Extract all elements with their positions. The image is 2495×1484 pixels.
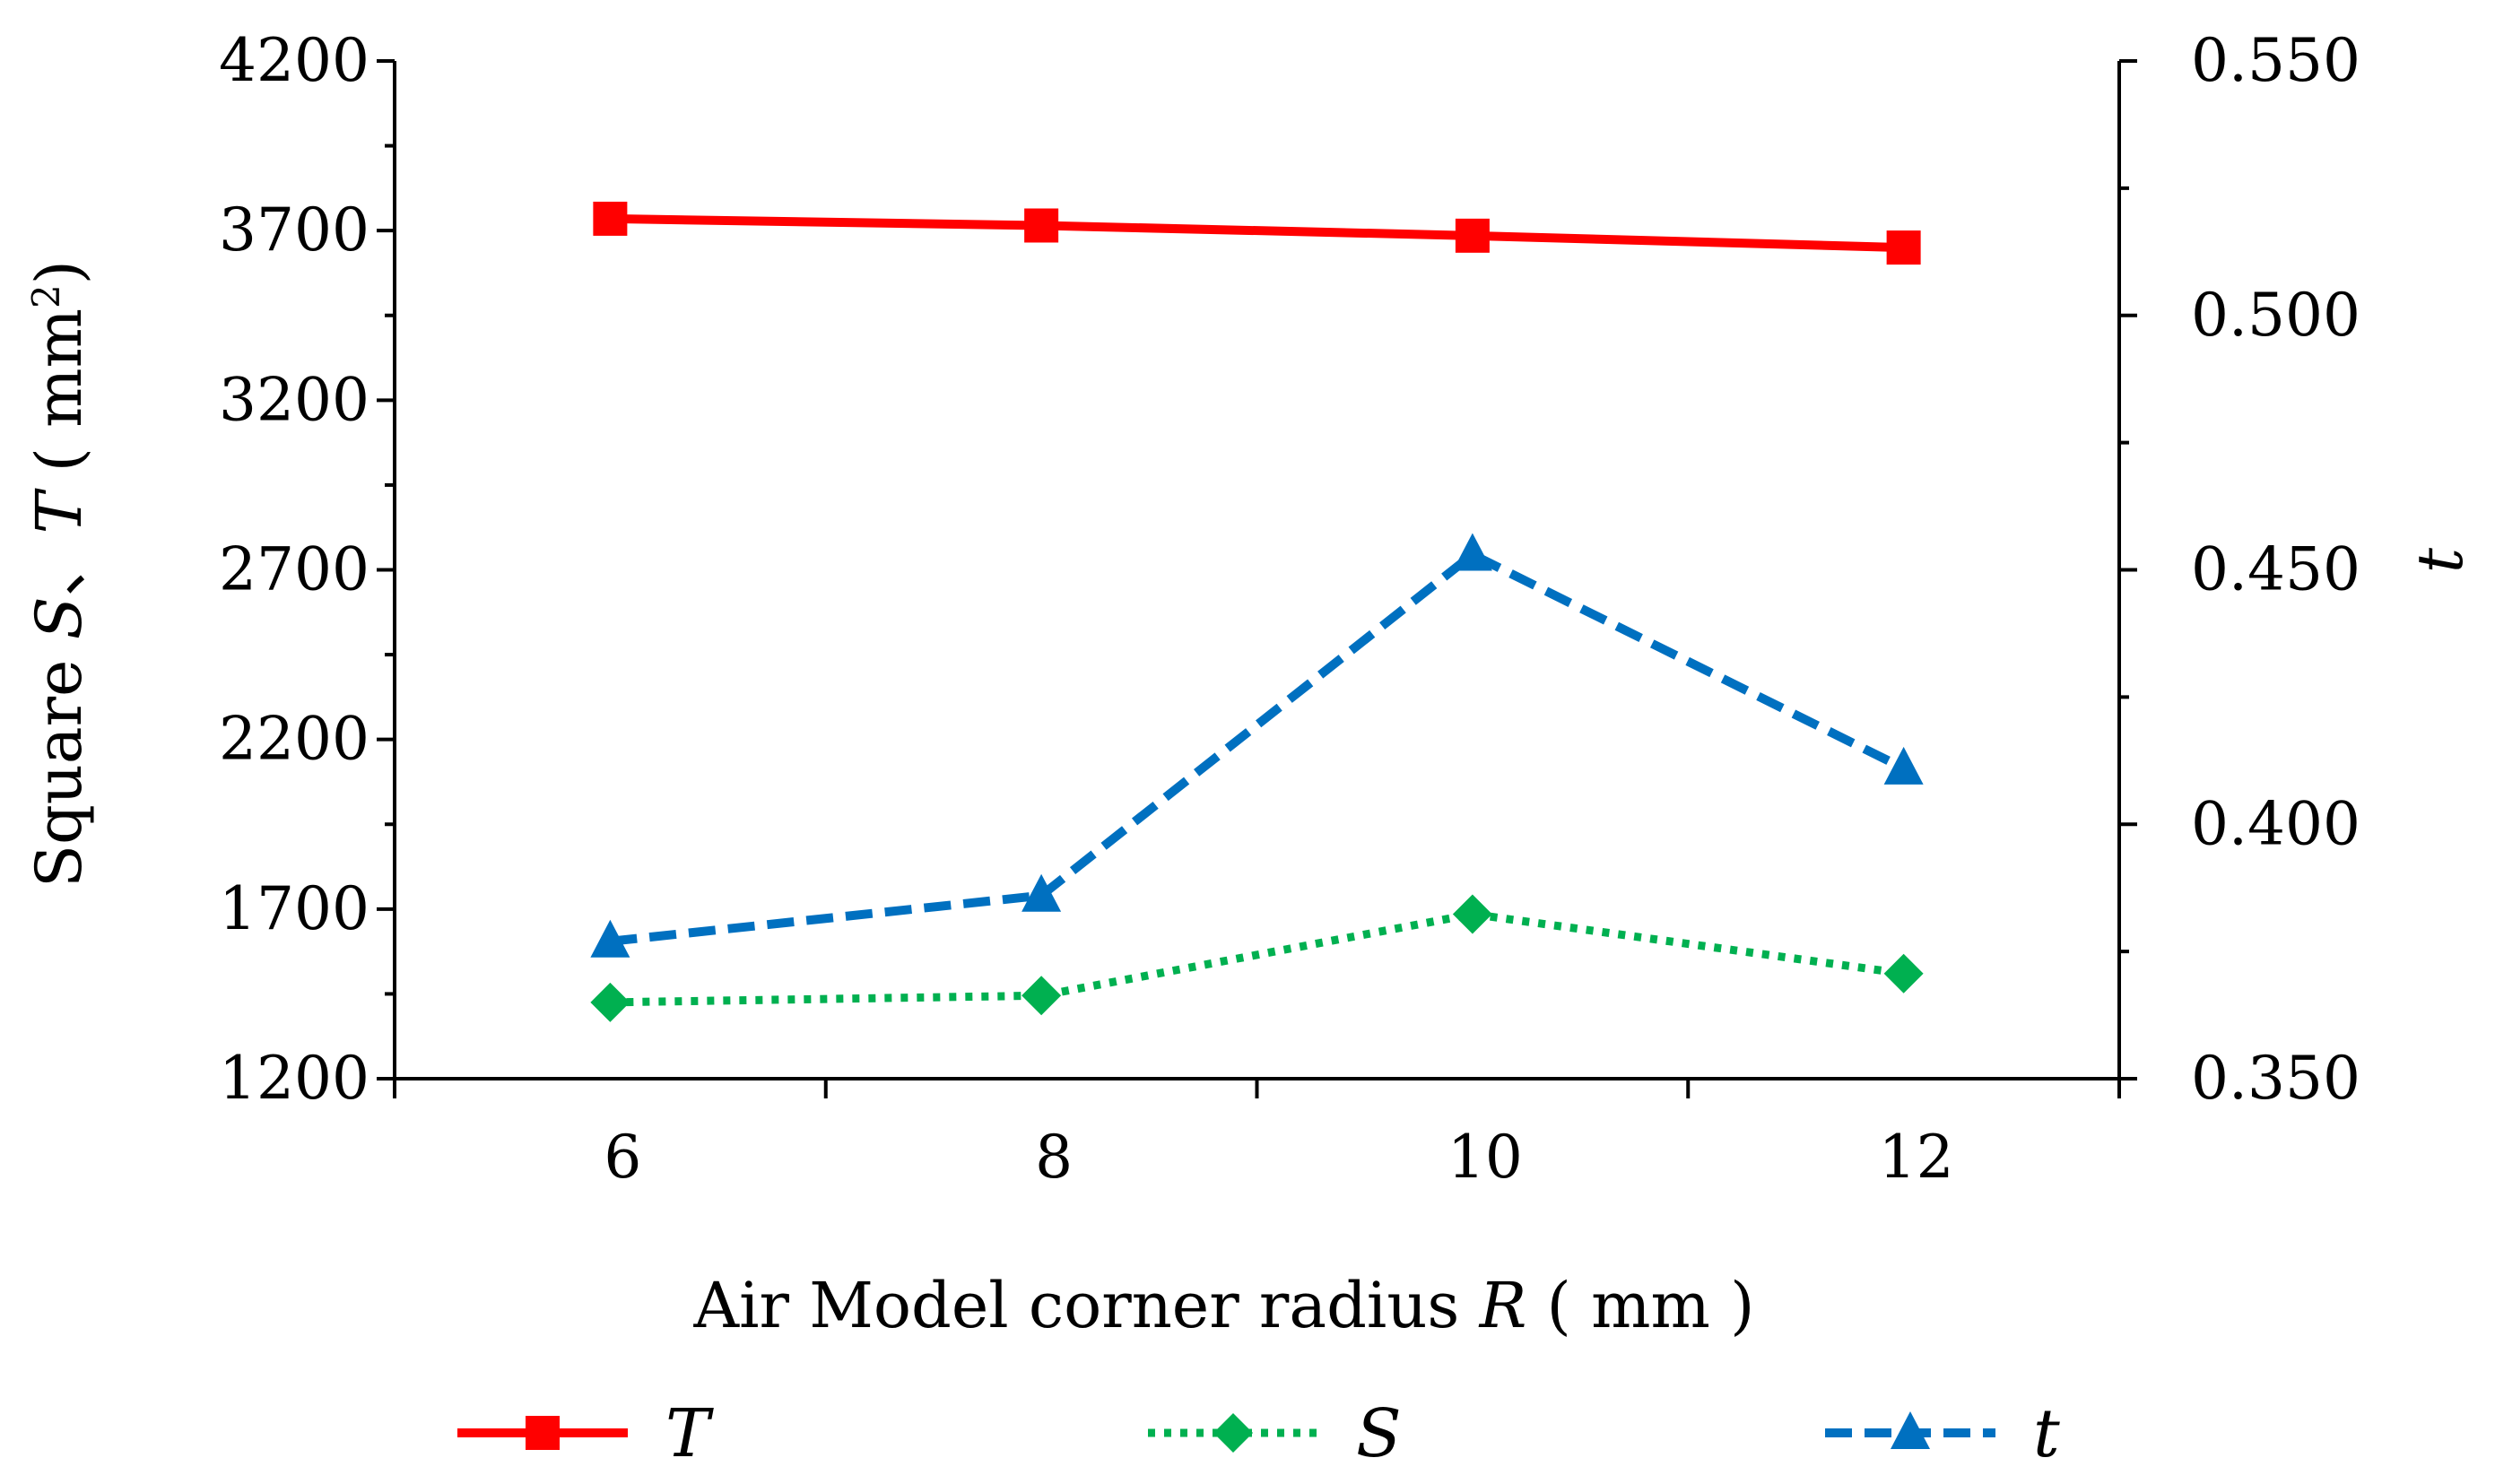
x-axis-title: Air Model corner radius R ( mm ) — [693, 1269, 1755, 1342]
data-point — [590, 982, 630, 1022]
y-tick-label: 3700 — [219, 195, 369, 265]
y-tick-label: 2700 — [219, 535, 369, 604]
y-axis-title-sep: 、 — [22, 534, 96, 596]
series-layer — [590, 201, 1924, 1022]
y-tick-label: 1200 — [219, 1044, 369, 1113]
legend-item-T: T — [457, 1395, 714, 1472]
y-tick-label: 3200 — [219, 365, 369, 434]
y-axis-title-end: ) — [22, 260, 96, 284]
series-S — [590, 894, 1924, 1022]
series-T — [593, 201, 1921, 265]
y2-tick-label: 0.350 — [2191, 1044, 2360, 1113]
axes: 1200 1700 2200 2700 3200 3700 4200 0.350 0.400 0.… — [219, 26, 2360, 1192]
y-axis-title-prefix: Square — [22, 639, 96, 888]
x-tick-label: 12 — [1879, 1123, 1954, 1192]
y2-tick-label: 0.550 — [2191, 26, 2360, 95]
labels: Air Model corner radius R ( mm ) Square … — [22, 260, 2477, 1342]
y2-tick-label: 0.500 — [2191, 281, 2360, 350]
legend-marker — [1213, 1413, 1253, 1453]
series-line — [610, 910, 1905, 1007]
y-tick-label: 4200 — [219, 26, 369, 95]
y-axis-title-var2: T — [22, 488, 96, 534]
y-tick-label: 2200 — [219, 705, 369, 774]
data-point — [1452, 533, 1492, 571]
legend-item-S: S — [1148, 1395, 1402, 1472]
data-point — [593, 201, 628, 236]
y2-tick-label: 0.450 — [2191, 535, 2360, 604]
data-point — [1886, 230, 1921, 265]
data-point — [1452, 894, 1492, 934]
data-point — [590, 919, 630, 958]
legend-item-t: t — [1825, 1395, 2060, 1472]
x-axis-title-suffix: ( mm ) — [1526, 1269, 1754, 1342]
x-axis-title-prefix: Air Model corner radius — [693, 1269, 1480, 1342]
data-point — [1883, 953, 1924, 994]
legend-marker — [1891, 1411, 1930, 1449]
series-t — [590, 533, 1924, 958]
data-point — [1021, 976, 1062, 1016]
y-axis-title-suffix: ( mm — [22, 308, 96, 492]
y-axis-title-var1: S — [22, 596, 96, 639]
x-tick-label: 6 — [604, 1123, 641, 1192]
series-line — [609, 550, 1906, 946]
legend-marker — [526, 1416, 560, 1450]
y2-axis-title: t — [2404, 547, 2477, 573]
data-point — [1455, 218, 1490, 253]
legend-label: T — [665, 1395, 714, 1472]
x-tick-label: 8 — [1035, 1123, 1073, 1192]
legend-label: S — [1356, 1395, 1402, 1472]
data-point — [1021, 873, 1062, 912]
y-axis-title: Square S、T ( mm2) — [22, 260, 96, 888]
legend-label: t — [2033, 1395, 2060, 1472]
data-point — [1883, 746, 1924, 785]
series-line — [610, 213, 1904, 253]
y-axis-title-sup: 2 — [24, 284, 68, 308]
data-point — [1024, 208, 1059, 243]
x-tick-label: 10 — [1447, 1123, 1523, 1192]
y2-tick-label: 0.400 — [2191, 789, 2360, 858]
x-axis-title-var: R — [1478, 1269, 1527, 1342]
y-tick-label: 1700 — [219, 874, 369, 943]
